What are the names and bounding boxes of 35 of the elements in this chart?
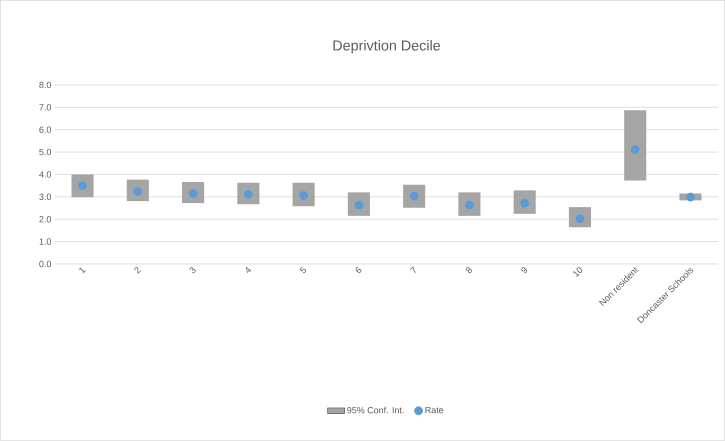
x-tick-label: 7 <box>410 266 416 273</box>
legend-label: Rate <box>425 406 444 414</box>
point <box>410 192 419 201</box>
y-tick-label: 2.0 <box>39 216 52 222</box>
point <box>465 200 474 210</box>
y-tick-label: 0.0 <box>39 260 52 268</box>
x-tick-label: 9 <box>521 267 527 274</box>
point <box>78 181 87 190</box>
point <box>520 198 530 208</box>
y-tick-label: 7.0 <box>39 104 52 111</box>
point <box>188 189 198 198</box>
y-tick-label: 3.0 <box>39 194 52 200</box>
point <box>133 187 142 196</box>
y-tick-label: 1.0 <box>40 238 52 245</box>
point <box>354 200 364 210</box>
bar <box>624 110 646 181</box>
x-tick-label: 3 <box>190 267 196 274</box>
x-tick-label: 2 <box>134 267 141 274</box>
x-tick-label: 10 <box>573 267 582 278</box>
point <box>686 192 695 202</box>
y-tick-label: 5.0 <box>39 148 52 156</box>
x-tick-label: 8 <box>466 267 472 274</box>
chart-title: Deprivtion Decile <box>333 40 440 54</box>
point <box>244 190 253 199</box>
y-tick-label: 8.0 <box>39 82 52 88</box>
legend-label: 95% Conf. Int. <box>347 406 404 414</box>
y-tick-label: 6.0 <box>39 126 52 133</box>
point <box>576 214 584 224</box>
point <box>630 145 640 154</box>
x-tick-label: 5 <box>300 266 306 274</box>
x-tick-label: 1 <box>79 268 86 274</box>
point <box>299 191 308 200</box>
y-tick-label: 4.0 <box>39 171 52 178</box>
x-tick-label: 4 <box>246 266 252 273</box>
x-tick-label: 6 <box>356 267 362 273</box>
